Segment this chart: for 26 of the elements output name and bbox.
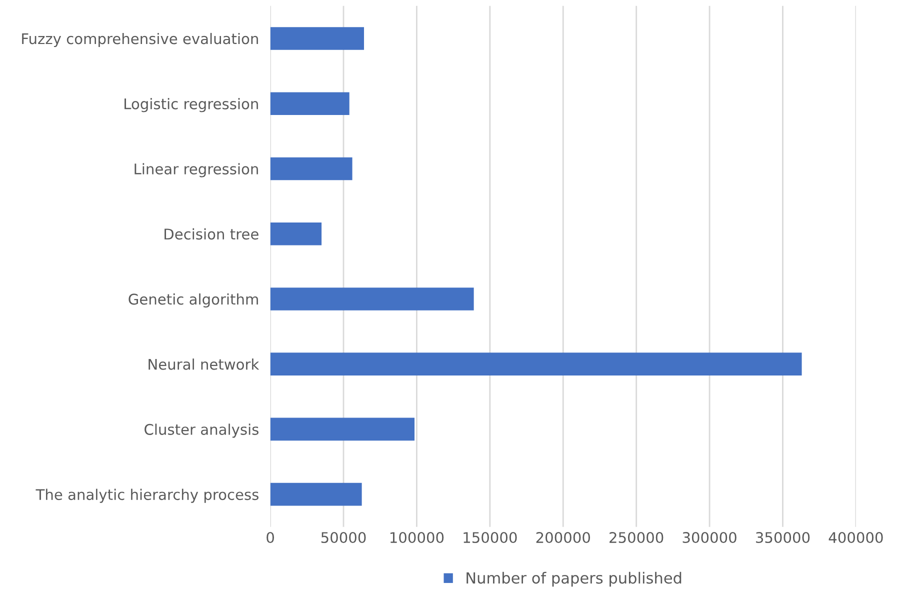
bar: [270, 222, 322, 246]
legend-label: Number of papers published: [466, 572, 682, 587]
x-tick-label: 300000: [682, 532, 736, 544]
bar: [270, 27, 364, 50]
x-tick-label: 50000: [321, 532, 366, 544]
x-tick-label: 150000: [464, 532, 517, 544]
y-tick-label: Logistic regression: [124, 98, 258, 112]
bar: [270, 418, 415, 441]
x-tick-label: 250000: [610, 532, 664, 544]
bar: [270, 157, 352, 180]
bar: [270, 288, 474, 310]
bar: [270, 482, 362, 506]
y-tick-label: Linear regression: [134, 163, 258, 178]
bar: [270, 352, 802, 376]
y-tick-label: Neural network: [148, 358, 260, 370]
x-tick-label: 400000: [828, 532, 883, 544]
y-tick-label: Cluster analysis: [144, 424, 258, 438]
y-tick-label: The analytic hierarchy process: [36, 488, 258, 503]
x-tick-label: 200000: [536, 532, 590, 544]
x-tick-label: 100000: [390, 532, 444, 544]
y-tick-label: Decision tree: [164, 228, 258, 240]
x-tick-label: 350000: [756, 532, 810, 544]
y-tick-label: Fuzzy comprehensive evaluation: [22, 32, 258, 48]
y-tick-label: Genetic algorithm: [128, 293, 258, 308]
bar: [270, 92, 350, 115]
x-tick-label: 0: [266, 532, 274, 544]
